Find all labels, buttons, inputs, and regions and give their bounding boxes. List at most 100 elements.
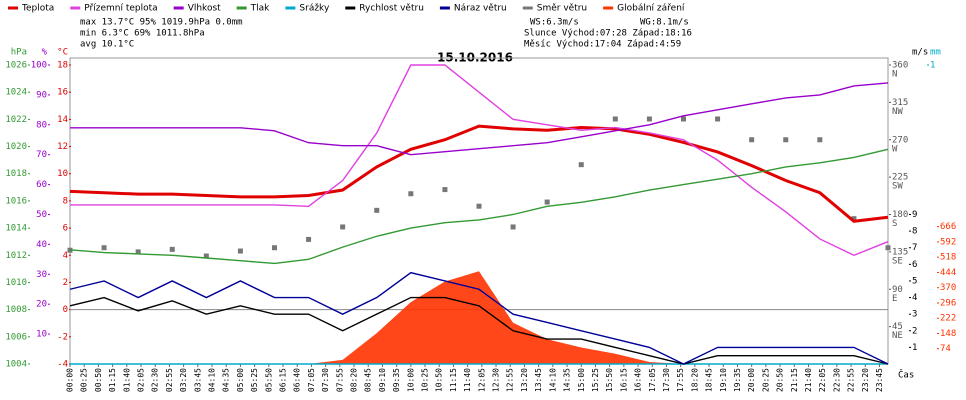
x-tick-label: 22:55 — [847, 368, 856, 392]
x-tick-label: 17:05 — [648, 368, 657, 392]
y-tick-label: 270 — [892, 135, 908, 145]
legend-label: Rychlost větru — [359, 4, 424, 14]
y-tick-label: 16 — [57, 88, 68, 98]
compass-label: S — [892, 219, 897, 229]
direction-point — [578, 162, 584, 168]
x-tick-label: 00:50 — [94, 368, 103, 392]
y-tick-label: 592 — [940, 237, 956, 247]
x-tick-label: 09:35 — [392, 368, 401, 392]
y-tick-label: 1012 — [5, 251, 27, 261]
direction-point — [203, 253, 209, 259]
x-tick-label: 12:30 — [492, 368, 501, 392]
series-line — [69, 124, 889, 223]
x-tick-label: 10:25 — [421, 368, 430, 392]
x-tick-label: 07:55 — [335, 368, 344, 392]
direction-point — [851, 216, 857, 222]
y-tick-label: 1 — [912, 343, 917, 353]
axis-unit: °C — [57, 48, 68, 58]
y-tick-label: 180 — [892, 210, 908, 220]
y-tick-label: 1020 — [5, 142, 27, 152]
compass-label: NE — [892, 331, 903, 341]
y-tick-label: 30 — [36, 270, 47, 280]
y-tick-label: 1006 — [5, 332, 27, 342]
y-tick-label: 1024 — [5, 88, 27, 98]
series-line — [69, 271, 889, 365]
legend-label: Vlhkost — [188, 4, 221, 14]
compass-label: SE — [892, 256, 903, 266]
x-tick-label: 18:45 — [705, 368, 714, 392]
y-tick-label: 1022 — [5, 115, 27, 125]
x-tick-label: 20:50 — [776, 368, 785, 392]
direction-point — [237, 248, 243, 254]
x-tick-label: 02:30 — [151, 368, 160, 392]
x-tick-label: 01:40 — [122, 368, 131, 392]
x-tick-label: 11:40 — [463, 368, 472, 392]
y-tick-label: 80 — [36, 120, 47, 130]
stats-ws: WS:6.3m/s — [530, 18, 579, 28]
x-tick-label: 03:20 — [179, 368, 188, 392]
axis-unit: hPa — [11, 48, 27, 58]
y-tick-label: 1016 — [5, 196, 27, 206]
x-tick-label: 16:40 — [634, 368, 643, 392]
x-tick-label: 22:05 — [818, 368, 827, 392]
y-tick-label: 10 — [36, 330, 47, 340]
y-tick-label: 18 — [57, 61, 68, 71]
direction-point — [885, 245, 891, 251]
direction-point — [476, 203, 482, 209]
x-axis-label: Čas — [898, 369, 914, 381]
x-tick-label: 23:45 — [875, 368, 884, 392]
direction-point — [544, 199, 550, 205]
legend-label: Náraz větru — [454, 4, 507, 14]
y-tick-label: -2 — [57, 332, 68, 342]
y-tick-label: 444 — [940, 268, 956, 278]
y-tick-label: 100 — [31, 61, 47, 71]
y-tick-label: 90 — [36, 90, 47, 100]
y-tick-label: 14 — [57, 115, 68, 125]
x-tick-label: 15:00 — [577, 368, 586, 392]
x-tick-label: 10:50 — [435, 368, 444, 392]
x-tick-label: 08:20 — [350, 368, 359, 392]
y-tick-label: 222 — [940, 314, 956, 324]
direction-point — [101, 245, 107, 251]
x-tick-label: 05:50 — [264, 368, 273, 392]
direction-point — [340, 224, 346, 230]
x-tick-label: 19:35 — [733, 368, 742, 392]
direction-point — [272, 245, 277, 251]
legend-label: Srážky — [299, 4, 330, 14]
y-tick-label: 1 — [930, 61, 935, 71]
direction-point — [681, 116, 686, 122]
legend-label: Přízemní teplota — [84, 4, 157, 14]
y-tick-label: 225 — [892, 173, 908, 183]
x-tick-label: 02:55 — [165, 368, 174, 392]
series-line — [69, 148, 889, 265]
y-tick-label: -4 — [57, 360, 68, 370]
legend-label: Globální záření — [617, 4, 685, 14]
y-tick-label: 70 — [36, 150, 47, 160]
y-tick-label: 4 — [63, 251, 68, 261]
x-tick-label: 13:45 — [534, 368, 543, 392]
y-tick-label: 50 — [36, 210, 47, 220]
y-tick-label: 4 — [912, 293, 917, 303]
x-tick-label: 06:15 — [279, 368, 288, 392]
x-tick-label: 07:30 — [321, 368, 330, 392]
x-tick-label: 23:20 — [861, 368, 870, 392]
x-tick-label: 18:20 — [690, 368, 699, 392]
x-tick-label: 01:15 — [108, 368, 117, 392]
y-tick-label: 1014 — [5, 224, 27, 234]
y-tick-label: 360 — [892, 61, 908, 71]
series-line — [70, 64, 889, 257]
axis-unit: m/s — [912, 48, 928, 58]
x-tick-label: 00:00 — [66, 368, 75, 392]
y-tick-label: 148 — [940, 329, 956, 339]
y-tick-label: 60 — [36, 180, 47, 190]
y-tick-label: 3 — [912, 310, 917, 320]
y-tick-label: 6 — [63, 224, 68, 234]
stats-avg: avg 10.1°C — [80, 40, 134, 50]
y-tick-label: 1026 — [5, 61, 27, 71]
y-tick-label: 1018 — [5, 169, 27, 179]
y-tick-label: 518 — [940, 253, 956, 263]
x-tick-label: 07:05 — [307, 368, 316, 392]
x-tick-label: 21:15 — [790, 368, 799, 392]
stats-min: min 6.3°C 69% 1011.8hPa — [80, 29, 205, 39]
y-tick-label: 8 — [912, 227, 917, 237]
